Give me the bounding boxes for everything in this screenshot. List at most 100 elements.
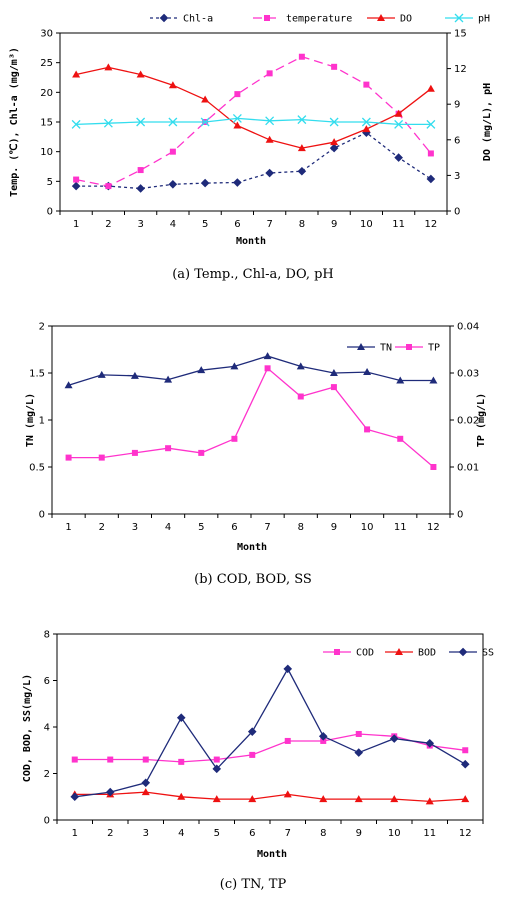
chart-b-legend-tp-marker <box>406 344 412 350</box>
chart-c-cod-point <box>71 756 78 763</box>
chart-c-series-bod-line <box>74 791 466 803</box>
chart-a-chl-a-point <box>265 168 274 178</box>
chart-b-tp-point <box>231 435 238 442</box>
chart-b-legend-tp-label: TP <box>428 343 440 354</box>
chart-c-legend-bod-label: BOD <box>418 648 436 659</box>
chart-a-series-temperature-line <box>75 55 432 187</box>
chart-a-ytick-label: 5 <box>47 177 53 188</box>
chart-c-bod-point <box>141 788 150 796</box>
chart-a-xtick-label: 11 <box>392 219 405 230</box>
chart-a-ytick-label: 20 <box>40 88 53 99</box>
chart-a-xtick-label: 8 <box>299 219 305 230</box>
chart-c-xtick-label: 5 <box>214 828 220 839</box>
chart-a-xlabel: Month <box>236 236 266 247</box>
chart-b-series-tp-line <box>68 367 434 468</box>
chart-a-temperature-point <box>266 70 273 77</box>
chart-c-cod-point <box>320 737 327 744</box>
chart-c-bod-point <box>425 797 434 805</box>
chart-a-xtick-label: 3 <box>137 219 143 230</box>
chart-c-cod-point <box>178 758 185 765</box>
chart-c-xtick-label: 2 <box>107 828 113 839</box>
chart-c-ytick-label: 8 <box>44 630 50 641</box>
chart-a-do-point <box>233 121 242 129</box>
chart-c-bod-point <box>390 795 399 803</box>
chart-a-y2label: DO (mg/L), pH <box>482 83 493 161</box>
chart-b-ylabel: TN (mg/L) <box>25 393 36 447</box>
chart-a-caption: (a) Temp., Chl-a, DO, pH <box>172 267 334 282</box>
chart-b-tp-point <box>397 435 404 442</box>
chart-a-do-point <box>104 63 113 71</box>
chart-b-y2label: TP (mg/L) <box>476 393 487 447</box>
chart-c-xtick-label: 9 <box>356 828 362 839</box>
chart-c-xtick-label: 11 <box>423 828 436 839</box>
chart-a-xtick-label: 6 <box>234 219 240 230</box>
chart-b-tp-point <box>65 454 72 461</box>
chart-b-caption: (b) COD, BOD, SS <box>194 572 312 587</box>
chart-a-temperature-point <box>298 53 305 60</box>
chart-a-ph-point <box>426 119 436 129</box>
chart-b-tp-point <box>165 445 172 452</box>
chart-b-tp-point <box>131 449 138 456</box>
chart-a-xtick-label: 7 <box>266 219 272 230</box>
chart-c-ss-point <box>354 748 364 757</box>
chart-a-xtick-label: 5 <box>202 219 208 230</box>
chart-b-plot-frame <box>51 325 451 515</box>
chart-b-xlabel: Month <box>237 542 267 553</box>
chart-a-y2tick-label: 0 <box>454 207 460 218</box>
chart-a-ph-point <box>265 116 275 126</box>
chart-b-tp-point <box>430 464 437 470</box>
chart-a-chl-a-point <box>71 181 81 191</box>
chart-a-temperature-point <box>73 176 80 183</box>
chart-c-ytick-label: 6 <box>44 676 50 687</box>
chart-c-ytick-label: 0 <box>44 816 50 827</box>
chart-a-chl-a-point <box>233 178 242 187</box>
chart-b-tn-point <box>396 376 405 384</box>
chart-b-tn-point <box>429 376 438 384</box>
chart-c-xtick-label: 1 <box>72 828 78 839</box>
chart-a-xtick-label: 12 <box>425 219 438 230</box>
chart-a-ytick-label: 0 <box>47 207 53 218</box>
chart-c-cod-point <box>249 751 256 758</box>
chart-c-cod-point <box>213 756 220 763</box>
chart-a-legend-do-marker <box>377 14 385 21</box>
chart-c-legend-ss-marker <box>458 647 468 657</box>
chart-c-ss-point <box>318 731 328 741</box>
chart-c-ytick-label: 4 <box>44 723 50 734</box>
chart-a-plot-frame <box>59 32 448 212</box>
chart-a-chl-a-point <box>394 153 403 162</box>
chart-b-xtick-label: 10 <box>361 522 374 533</box>
chart-c-xtick-label: 12 <box>459 828 472 839</box>
chart-a-legend-temperature-marker <box>264 15 270 21</box>
chart-c-xtick-label: 6 <box>249 828 255 839</box>
chart-b-y2tick-label: 0.03 <box>457 369 479 380</box>
chart-b-xtick-label: 9 <box>331 522 337 533</box>
chart-c-legend-cod-marker <box>334 649 340 655</box>
chart-a-do-point <box>394 109 403 117</box>
chart-c-cod-point <box>462 747 469 754</box>
chart-c-ss-point <box>283 664 293 674</box>
chart-a-ytick-label: 30 <box>40 29 53 40</box>
chart-b-tn-point <box>130 371 139 379</box>
chart-a-temperature-point <box>427 150 434 157</box>
chart-b-tn-point <box>230 362 239 370</box>
chart-c: COD, BOD, SS(mg/L) Month (c) TN, TP 0 2 4 6… <box>22 630 494 893</box>
chart-c-bod-point <box>354 795 363 803</box>
chart-a-do-point <box>362 125 371 133</box>
chart-b-y2tick-label: 0.01 <box>457 463 479 474</box>
chart-c-ss-point <box>141 778 151 788</box>
chart-a-y2tick-label: 12 <box>454 64 467 75</box>
chart-a-do-point <box>265 135 274 143</box>
chart-a-legend-chl-a-label: Chl-a <box>183 14 213 25</box>
chart-b-tn-point <box>64 381 73 389</box>
chart-a-chl-a-point <box>200 178 210 188</box>
chart-a-ph-point <box>232 113 242 123</box>
chart-b-tn-point <box>363 368 372 376</box>
chart-a-ytick-label: 10 <box>40 147 53 158</box>
chart-b-tn-point <box>263 352 272 360</box>
chart-a-ylabel: Temp. (℃), Chl-a (mg/m³) <box>9 47 20 197</box>
chart-c-bod-point <box>177 792 186 800</box>
chart-c-xtick-label: 4 <box>178 828 184 839</box>
chart-a-y2tick-label: 6 <box>454 135 460 146</box>
chart-b-tp-point <box>98 454 105 461</box>
chart-a-xtick-label: 2 <box>105 219 111 230</box>
